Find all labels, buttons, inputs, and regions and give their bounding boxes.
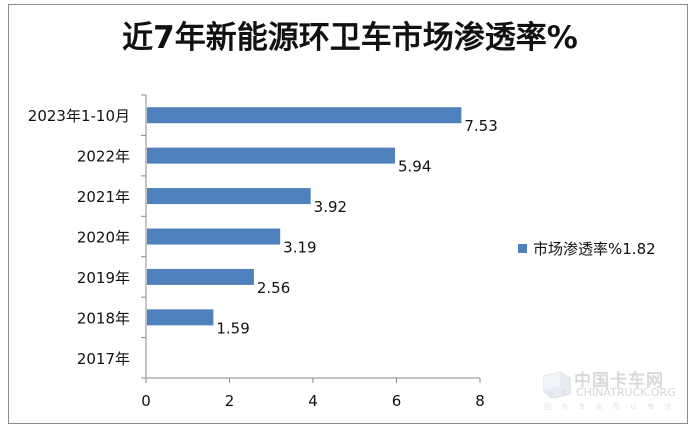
bar-data-label: 2.56 xyxy=(257,279,290,297)
chart-frame xyxy=(8,4,688,424)
y-category-label: 2021年 xyxy=(77,188,130,206)
bar-data-label: 7.53 xyxy=(464,117,497,135)
bar xyxy=(147,268,254,285)
bar xyxy=(147,309,214,326)
watermark-en-text: CHINATRUCK.ORG xyxy=(576,386,676,399)
y-category-label: 2017年 xyxy=(77,350,130,368)
chart-title: 近7年新能源环卫车市场渗透率% xyxy=(122,20,578,56)
bar-data-label: 5.94 xyxy=(398,158,431,176)
y-category-label: 2018年 xyxy=(77,309,130,327)
watermark-cn-text: 中国卡车网 xyxy=(574,371,664,391)
legend-swatch xyxy=(518,244,527,253)
x-tick-label: 2 xyxy=(225,392,235,410)
bar-data-label: 3.19 xyxy=(283,239,316,257)
bar xyxy=(147,107,462,124)
bar xyxy=(147,147,395,164)
x-tick-label: 8 xyxy=(475,392,485,410)
bar xyxy=(147,188,311,205)
y-category-label: 2019年 xyxy=(77,269,130,287)
y-category-label: 2023年1-10月 xyxy=(28,107,130,125)
y-category-label: 2020年 xyxy=(77,229,130,247)
bar-data-label: 1.59 xyxy=(216,319,249,337)
x-tick-label: 0 xyxy=(141,392,151,410)
legend-label: 市场渗透率%1.82 xyxy=(533,240,656,258)
watermark: 中国卡车网 CHINATRUCK.ORG 因 为 专 业 所 以 专 注 xyxy=(540,364,680,414)
x-tick-label: 6 xyxy=(392,392,402,410)
bar-data-label: 3.92 xyxy=(314,198,347,216)
x-tick-label: 4 xyxy=(308,392,318,410)
legend: 市场渗透率%1.82 xyxy=(518,238,656,259)
truck-logo-icon xyxy=(543,371,571,399)
watermark-slogan: 因 为 专 业 所 以 专 注 xyxy=(544,403,676,411)
bar xyxy=(147,228,281,245)
y-category-label: 2022年 xyxy=(77,148,130,166)
